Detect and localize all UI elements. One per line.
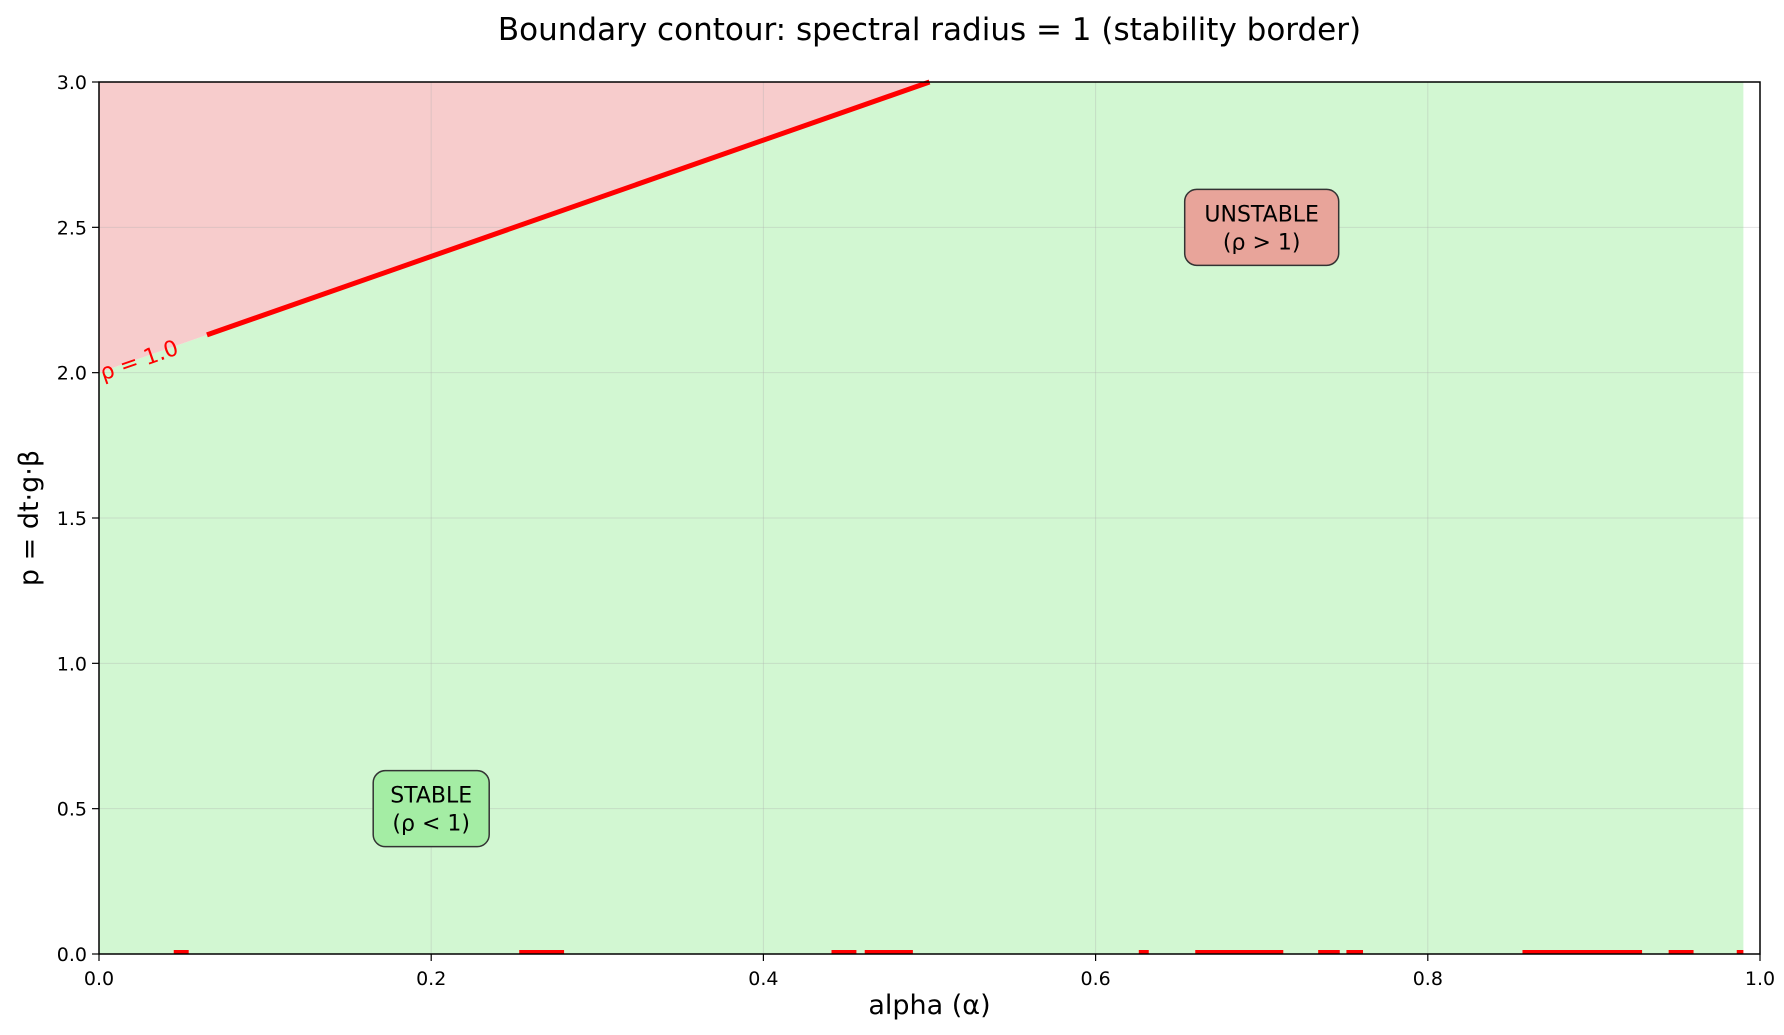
y-tick-label: 1.5 xyxy=(57,508,87,530)
unstable-annotation: UNSTABLE (ρ > 1) xyxy=(1183,188,1340,267)
stable-region xyxy=(99,82,1744,954)
unstable-annotation-text: UNSTABLE xyxy=(1204,202,1319,227)
x-tick-label: 0.0 xyxy=(84,968,114,990)
x-tick-label: 0.8 xyxy=(1413,968,1443,990)
unstable-annotation-text: (ρ > 1) xyxy=(1223,230,1301,255)
y-axis-label: p = dt·g·β xyxy=(14,450,45,586)
y-tick-label: 2.5 xyxy=(57,217,87,239)
contour-line xyxy=(206,79,931,338)
stable-annotation: STABLE (ρ < 1) xyxy=(372,769,490,848)
ticks: 0.0 0.2 0.4 0.6 0.8 1.0 0.0 0.5 1.0 1.5 2.0 2.5 3.0 xyxy=(57,72,1775,990)
x-tick-label: 0.6 xyxy=(1080,968,1110,990)
stable-annotation-text: (ρ < 1) xyxy=(392,812,470,837)
y-tick-label: 0.0 xyxy=(57,944,87,966)
y-tick-label: 2.0 xyxy=(57,363,87,385)
chart-title: Boundary contour: spectral radius = 1 (s… xyxy=(498,12,1361,48)
unstable-annotation-box xyxy=(1183,188,1340,267)
x-tick-label: 0.4 xyxy=(748,968,778,990)
y-tick-label: 3.0 xyxy=(57,72,87,94)
annotation-layer: STABLE (ρ < 1) UNSTABLE (ρ > 1) xyxy=(372,188,1340,848)
stable-annotation-text: STABLE xyxy=(390,784,472,809)
y-tick-label: 1.0 xyxy=(57,653,87,675)
stable-annotation-box xyxy=(372,769,490,848)
y-tick-label: 0.5 xyxy=(57,799,87,821)
x-tick-label: 0.2 xyxy=(416,968,446,990)
x-tick-label: 1.0 xyxy=(1745,968,1775,990)
x-axis-label: alpha (α) xyxy=(868,990,990,1021)
